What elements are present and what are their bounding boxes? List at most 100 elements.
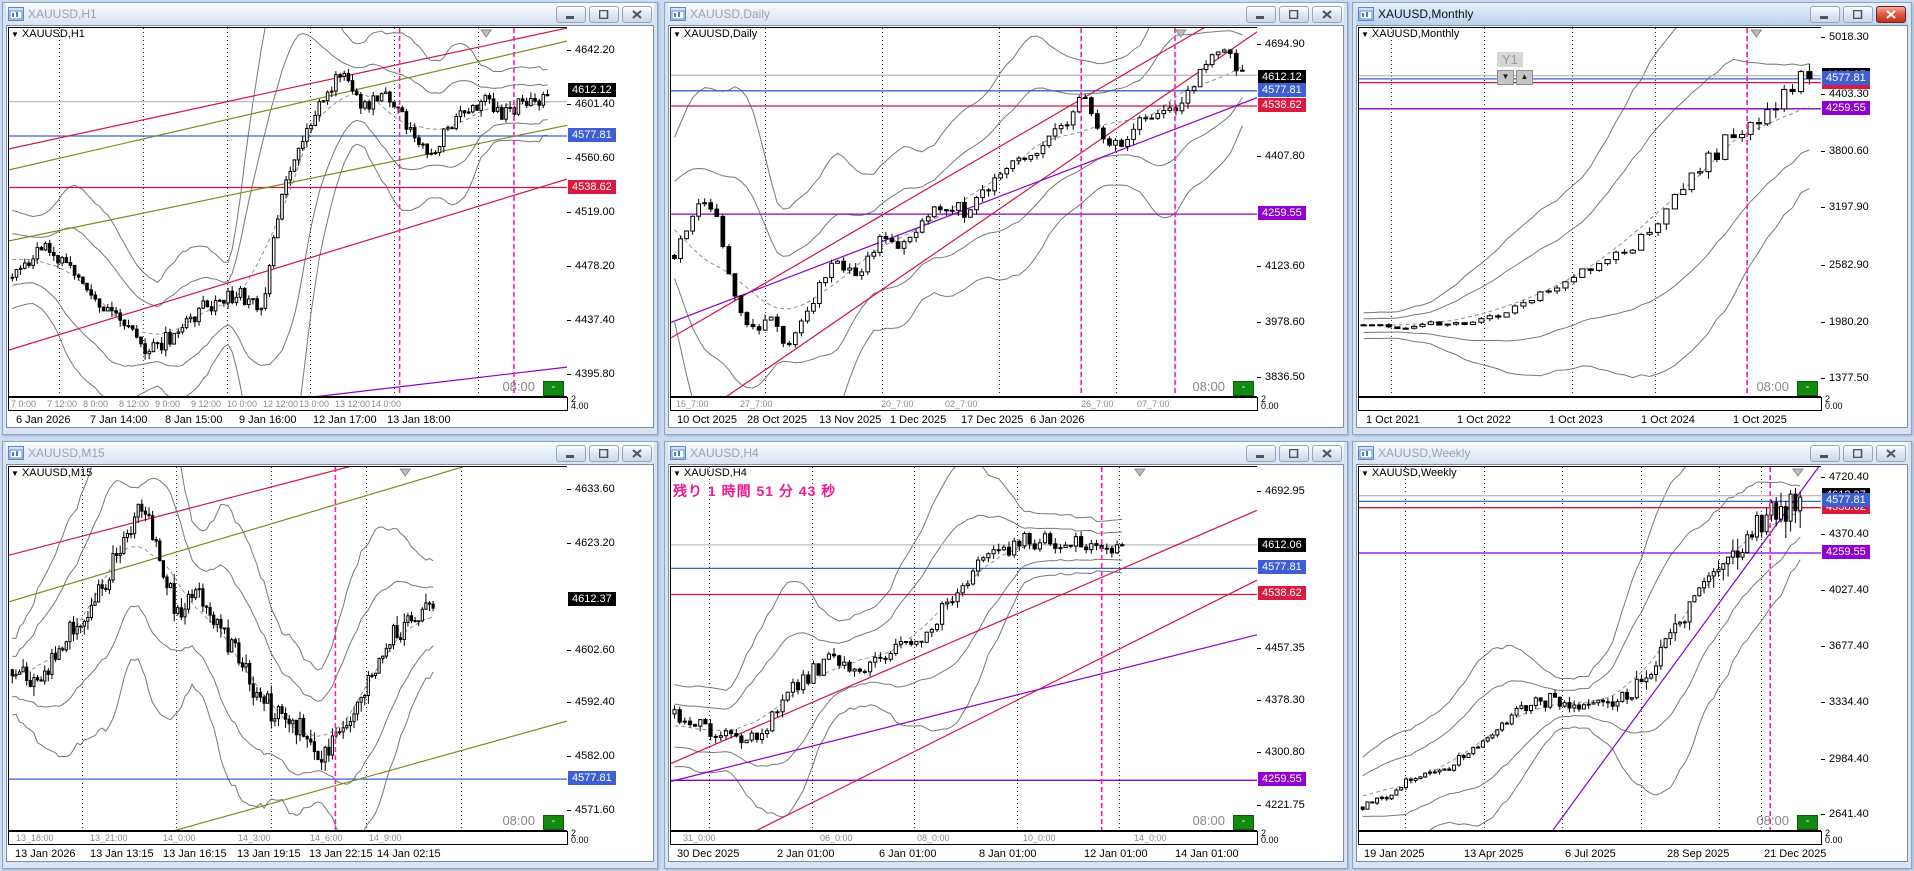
chart-window-icon: [670, 7, 686, 21]
price-scale[interactable]: 4720.40 4370.40 4027.40 3677.40 3334.40 2984.…: [1821, 466, 1907, 831]
time-axis[interactable]: 19 Jan 2025 13 Apr 2025 6 Jul 2025 28 Sep 2…: [1358, 846, 1906, 861]
price-tick-mark: [567, 320, 571, 321]
price-tick-mark: [1821, 646, 1825, 647]
time-label: 14 Jan 01:00: [1175, 848, 1239, 860]
chart-plot[interactable]: [670, 27, 1258, 397]
chart-plot[interactable]: [1358, 466, 1822, 831]
price-tick-label: 4378.30: [1265, 694, 1305, 706]
legend-collapse-arrow: ▼: [673, 30, 681, 39]
price-scale[interactable]: 5018.30 4403.30 3800.60 3197.90 2582.90 1980.…: [1821, 27, 1907, 397]
subwindow-label: 14_0:00: [163, 833, 196, 843]
subwindow-scale-min: 4.00: [571, 401, 589, 411]
window-title: XAUUSD,Monthly: [1378, 7, 1474, 21]
time-label: 1 Oct 2024: [1641, 414, 1695, 426]
maximize-button[interactable]: [589, 444, 619, 462]
time-label: 28 Oct 2025: [747, 414, 807, 426]
price-tick-label: 4560.60: [575, 152, 615, 164]
price-tick-mark: [1821, 94, 1825, 95]
chart-window-weekly: XAUUSD,Weekly ▼ XAUUSD,Weekly 08:00-4720.40…: [1352, 441, 1912, 869]
close-button[interactable]: [622, 5, 652, 23]
price-tick-label: 3800.60: [1829, 145, 1869, 157]
price-tick-mark: [1821, 37, 1825, 38]
time-axis[interactable]: 10 Oct 2025 28 Oct 2025 13 Nov 2025 1 Dec 2…: [670, 412, 1342, 427]
maximize-button[interactable]: [1843, 444, 1873, 462]
time-label: 13 Apr 2025: [1464, 848, 1524, 860]
indicator-green-box: -: [1233, 815, 1254, 830]
price-scale[interactable]: 4692.95 4457.35 4378.30 4300.80 4221.75 4612.…: [1257, 466, 1343, 831]
price-tick-label: 4720.40: [1829, 471, 1869, 483]
price-badge: 4612.06: [1258, 538, 1306, 552]
price-tick-mark: [1821, 814, 1825, 815]
price-badge: 4259.55: [1822, 545, 1870, 559]
session-time-label: 08:00: [1192, 379, 1225, 394]
price-scale[interactable]: 4633.60 4623.20 4602.60 4592.40 4582.00 4571.…: [567, 466, 653, 831]
subwindow-scale-min: 0.00: [571, 835, 589, 845]
time-label: 13 Nov 2025: [819, 414, 882, 426]
close-button[interactable]: [1876, 5, 1906, 23]
window-titlebar[interactable]: XAUUSD,H1: [6, 3, 654, 25]
subwindow-scale: 2 0.00: [1261, 395, 1279, 411]
indicator-subwindow[interactable]: [1358, 397, 1822, 411]
window-titlebar[interactable]: XAUUSD,Weekly: [1356, 442, 1908, 464]
close-button[interactable]: [1312, 444, 1342, 462]
maximize-button[interactable]: [1843, 5, 1873, 23]
chart-legend-text: XAUUSD,Daily: [683, 28, 758, 40]
chart-plot[interactable]: [8, 27, 568, 397]
chart-plot[interactable]: [8, 466, 568, 831]
subwindow-label: 13 0:00: [299, 399, 330, 409]
time-label: 14 Jan 02:15: [377, 848, 441, 860]
minimize-button[interactable]: [1810, 444, 1840, 462]
maximize-button[interactable]: [1279, 5, 1309, 23]
legend-collapse-arrow: ▼: [673, 469, 681, 478]
price-tick-mark: [567, 756, 571, 757]
price-badge: 4577.81: [568, 128, 616, 142]
chart-body: ▼ XAUUSD,H4 残り 1 時間 51 分 43 秒 08:00-4692.95…: [668, 464, 1344, 862]
time-label: 7 Jan 14:00: [90, 414, 148, 426]
indicator-subwindow[interactable]: 13_18:00 13_21:00 14_0:00 14_3:00 14_6:00 14_…: [8, 831, 568, 845]
minimize-button[interactable]: [1246, 444, 1276, 462]
minimize-button[interactable]: [1246, 5, 1276, 23]
price-scale[interactable]: 4694.90 4407.80 4123.60 3978.60 3836.50 4612.…: [1257, 27, 1343, 397]
time-axis[interactable]: 30 Dec 2025 2 Jan 01:00 6 Jan 01:00 8 Jan 0…: [670, 846, 1342, 861]
window-titlebar[interactable]: XAUUSD,M15: [6, 442, 654, 464]
time-axis[interactable]: 6 Jan 2026 7 Jan 14:00 8 Jan 15:00 9 Jan 16…: [8, 412, 652, 427]
close-button[interactable]: [622, 444, 652, 462]
time-axis[interactable]: 13 Jan 2026 13 Jan 13:15 13 Jan 16:15 13 Ja…: [8, 846, 652, 861]
indicator-subwindow[interactable]: 7 0:00 7 12:00 8 0:00 8 12:00 9 0:00 9 12:00 1…: [8, 397, 568, 411]
legend-collapse-arrow: ▼: [1361, 469, 1369, 478]
chart-window-m15: XAUUSD,M15 ▼ XAUUSD,M15 08:00-4633.60 4623.2…: [2, 441, 658, 869]
price-tick-mark: [567, 158, 571, 159]
window-titlebar[interactable]: XAUUSD,Daily: [668, 3, 1344, 25]
close-button[interactable]: [1876, 444, 1906, 462]
time-axis[interactable]: 1 Oct 2021 1 Oct 2022 1 Oct 2023 1 Oct 2024…: [1358, 412, 1906, 427]
price-badge: 4612.12: [568, 83, 616, 97]
maximize-button[interactable]: [1279, 444, 1309, 462]
minimize-button[interactable]: [556, 5, 586, 23]
price-tick-label: 4027.40: [1829, 584, 1869, 596]
chart-plot[interactable]: [670, 466, 1258, 831]
close-button[interactable]: [1312, 5, 1342, 23]
price-tick-mark: [567, 212, 571, 213]
window-titlebar[interactable]: XAUUSD,H4: [668, 442, 1344, 464]
time-label: 6 Jan 2026: [1030, 414, 1085, 426]
chart-plot[interactable]: [1358, 27, 1822, 397]
chart-body: ▼ XAUUSD,H1 08:00- 4642.20 4601.40 4560.60 451…: [6, 25, 654, 428]
minimize-button[interactable]: [556, 444, 586, 462]
minimize-button[interactable]: [1810, 5, 1840, 23]
price-tick-mark: [1821, 702, 1825, 703]
indicator-subwindow[interactable]: 31_0:00 06_0:00 08_0:00 10_0:00 14_0:00: [670, 831, 1258, 845]
indicator-subwindow[interactable]: [1358, 831, 1822, 845]
time-label: 1 Oct 2021: [1366, 414, 1420, 426]
price-tick-mark: [1257, 377, 1261, 378]
legend-collapse-arrow: ▼: [11, 30, 19, 39]
price-scale[interactable]: 4642.20 4601.40 4560.60 4519.00 4478.20 4437.…: [567, 27, 653, 397]
y1-up-button[interactable]: ▲: [1516, 70, 1533, 85]
price-tick-label: 2641.40: [1829, 808, 1869, 820]
maximize-button[interactable]: [589, 5, 619, 23]
subwindow-scale-max: 2: [1825, 394, 1831, 404]
y1-down-button[interactable]: ▼: [1497, 70, 1514, 85]
window-titlebar[interactable]: XAUUSD,Monthly: [1356, 3, 1908, 25]
time-label: 30 Dec 2025: [677, 848, 740, 860]
indicator-subwindow[interactable]: 15_7:00 27_7:00 20_7:00 02_7:00 26_7:00 07_7:…: [670, 397, 1258, 411]
